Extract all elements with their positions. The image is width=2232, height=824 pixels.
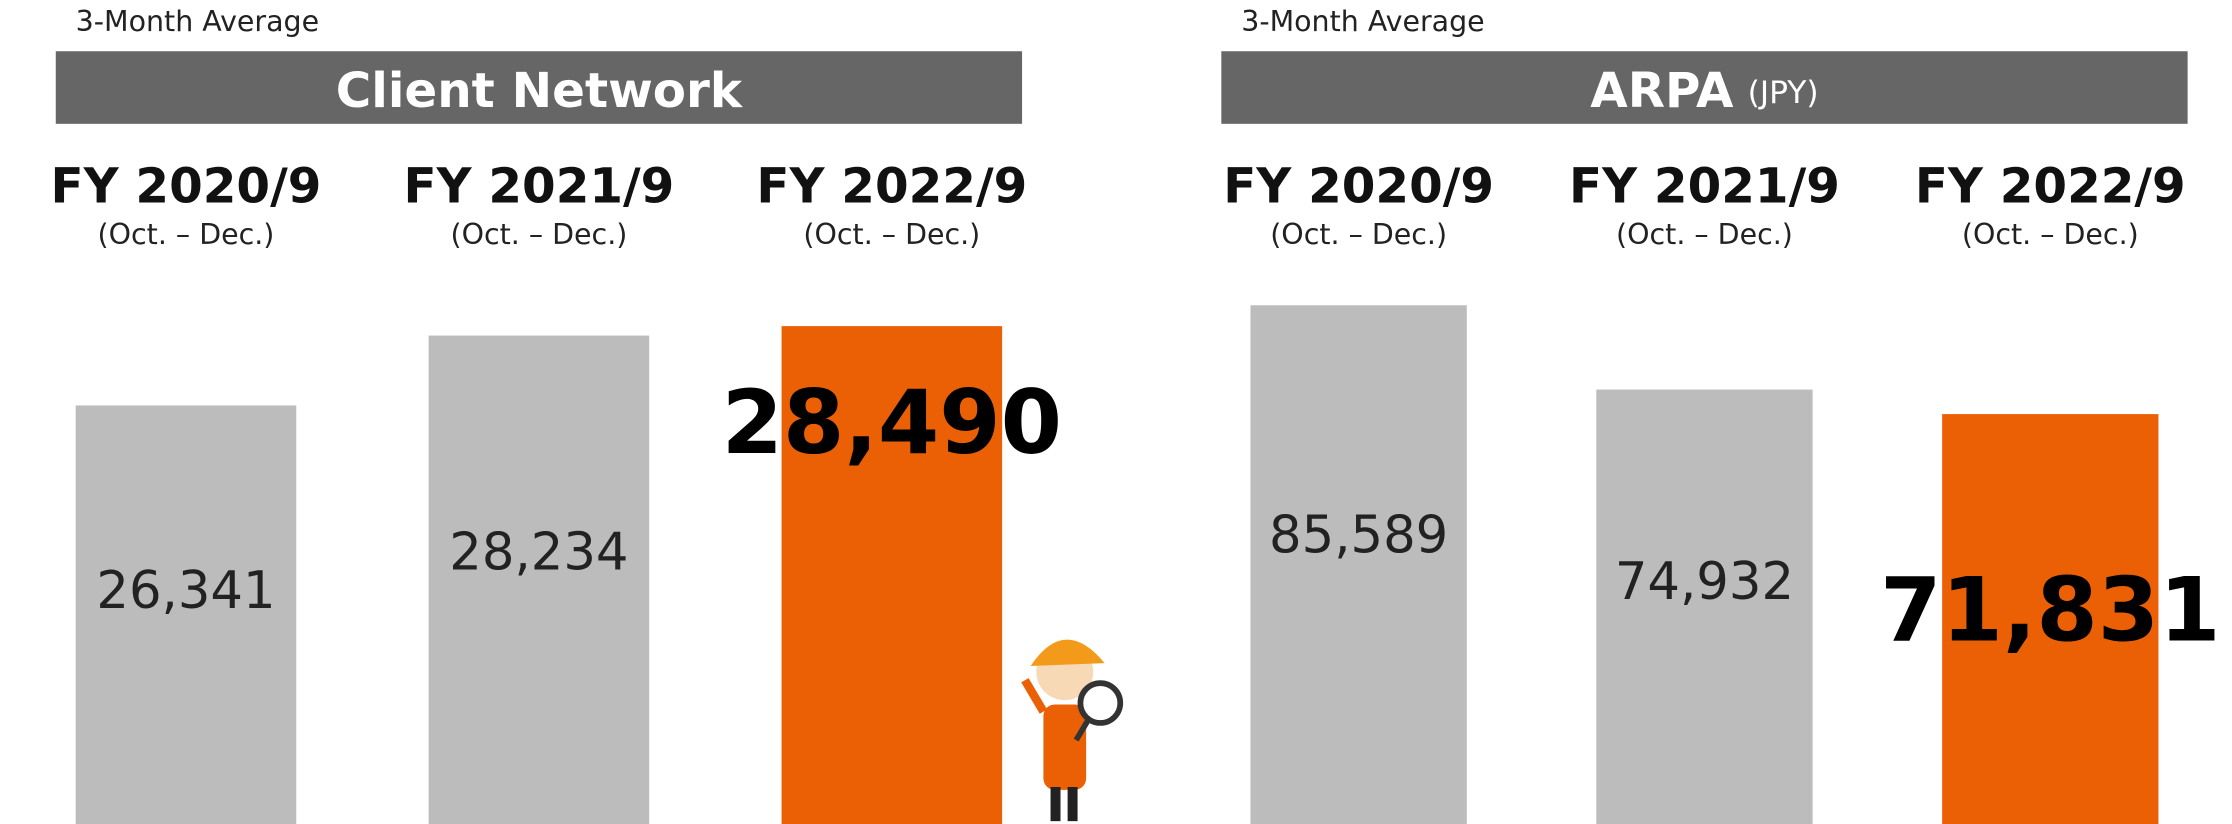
chart-title-unit: (JPY)	[1748, 75, 1819, 111]
bar	[75, 405, 297, 824]
chart-title-text: ARPA	[1590, 63, 1734, 119]
category-sublabel: (Oct. – Dec.)	[803, 218, 980, 251]
category-sublabel: (Oct. – Dec.)	[98, 218, 275, 251]
category-label: FY 2022/9	[756, 158, 1027, 214]
note: 3-Month Average	[76, 5, 319, 38]
category-sublabel: (Oct. – Dec.)	[450, 218, 627, 251]
value-label: 74,932	[1615, 552, 1794, 612]
bar	[1596, 389, 1813, 824]
category-label: FY 2020/9	[51, 158, 322, 214]
category-label: FY 2020/9	[1223, 158, 1494, 214]
value-label-highlight: 71,831	[1880, 559, 2220, 662]
mascot	[1021, 639, 1124, 822]
category-label: FY 2021/9	[403, 158, 674, 214]
chart-title: Client Network	[336, 63, 744, 119]
bar	[1250, 305, 1467, 824]
category-label: FY 2022/9	[1915, 158, 2186, 214]
title-banner	[55, 51, 1023, 124]
category-sublabel: (Oct. – Dec.)	[1962, 218, 2139, 251]
category-sublabel: (Oct. – Dec.)	[1270, 218, 1447, 251]
category-sublabel: (Oct. – Dec.)	[1616, 218, 1793, 251]
note: 3-Month Average	[1241, 5, 1484, 38]
bar	[1942, 414, 2159, 824]
category-label: FY 2021/9	[1569, 158, 1840, 214]
title-banner	[1221, 51, 2188, 124]
value-label: 26,341	[96, 561, 275, 621]
chart-title-text: Client Network	[336, 63, 744, 119]
value-label: 85,589	[1269, 506, 1448, 566]
value-label-highlight: 28,490	[722, 371, 1062, 474]
chart-title: ARPA (JPY)	[1590, 63, 1818, 119]
bar	[781, 326, 1003, 824]
bar	[428, 335, 650, 824]
value-label: 28,234	[449, 522, 628, 582]
